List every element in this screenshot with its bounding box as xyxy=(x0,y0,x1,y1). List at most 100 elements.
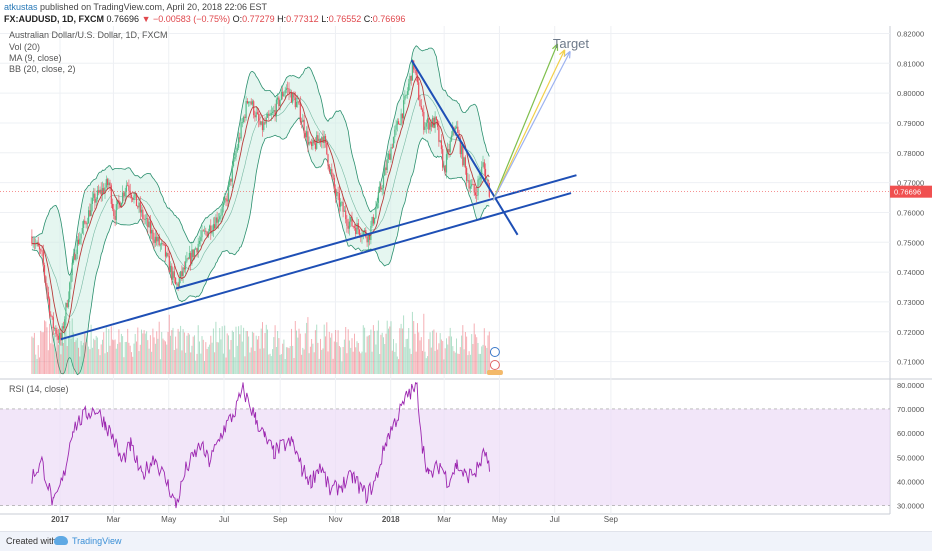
volume-bar xyxy=(220,339,222,374)
volume-bar xyxy=(221,326,223,374)
x-tick-label: Mar xyxy=(107,515,121,524)
rsi-tick-label: 30.0000 xyxy=(897,502,924,511)
candle-body xyxy=(79,238,81,244)
candle-body xyxy=(387,153,390,160)
volume-bar xyxy=(446,338,447,374)
bollinger-band-fill xyxy=(31,45,490,375)
volume-bar xyxy=(366,336,368,374)
price-tick-label: 0.74000 xyxy=(897,268,924,277)
volume-bar xyxy=(134,334,136,374)
candle-body xyxy=(474,192,476,196)
volume-bar xyxy=(173,350,175,374)
volume-bar xyxy=(251,331,253,374)
legend-instrument[interactable]: Australian Dollar/U.S. Dollar, 1D, FXCM xyxy=(9,30,168,40)
volume-bar xyxy=(62,343,64,374)
candle-body xyxy=(396,121,398,125)
volume-bar xyxy=(471,334,473,374)
volume-bar xyxy=(337,330,339,374)
candle-body xyxy=(253,101,255,116)
volume-bar xyxy=(104,353,106,374)
candle-body xyxy=(381,188,383,190)
candle-body xyxy=(167,253,169,257)
volume-bar xyxy=(376,330,378,374)
legend-bb[interactable]: BB (20, close, 2) xyxy=(9,64,76,74)
volume-bar xyxy=(99,355,101,374)
volume-bar xyxy=(138,351,140,374)
candle-body xyxy=(457,126,459,133)
volume-bar xyxy=(464,332,466,374)
volume-bar xyxy=(238,326,240,374)
candle-body xyxy=(64,319,66,329)
volume-bar xyxy=(225,357,227,374)
close-label: C: xyxy=(363,14,373,24)
candle-body xyxy=(416,75,419,83)
candle-body xyxy=(278,97,280,106)
volume-bar xyxy=(96,337,98,374)
candle-body xyxy=(172,271,174,280)
candle-body xyxy=(206,231,208,237)
candle-body xyxy=(478,178,480,180)
candle-body xyxy=(350,217,352,222)
candle-body xyxy=(177,283,179,287)
candle-body xyxy=(49,298,51,315)
volume-bar xyxy=(241,341,243,374)
volume-bar xyxy=(136,341,137,374)
x-tick-label: 2018 xyxy=(382,515,400,524)
volume-bar xyxy=(79,356,81,374)
volume-bar xyxy=(259,348,261,374)
volume-bar xyxy=(411,311,413,374)
volume-bar xyxy=(142,333,144,374)
volume-bar xyxy=(201,336,203,374)
volume-bar xyxy=(115,348,117,374)
legend-ma[interactable]: MA (9, close) xyxy=(9,53,62,63)
candle-body xyxy=(158,236,160,246)
close-value: 0.76696 xyxy=(372,14,406,24)
volume-bar xyxy=(250,347,252,374)
volume-bar xyxy=(399,328,401,374)
volume-bar xyxy=(109,345,111,374)
volume-bar xyxy=(103,332,105,374)
candle-body xyxy=(268,114,270,116)
candle-body xyxy=(198,240,201,244)
volume-bar xyxy=(49,323,51,374)
candle-body xyxy=(230,178,232,182)
candle-body xyxy=(259,120,261,125)
volume-bar xyxy=(122,336,124,374)
candle-body xyxy=(100,189,102,195)
x-tick-label: Jul xyxy=(550,515,560,524)
volume-bar xyxy=(336,342,338,374)
candle-body xyxy=(117,200,119,205)
legend-rsi[interactable]: RSI (14, close) xyxy=(9,384,69,394)
candle-body xyxy=(409,75,411,84)
volume-bar xyxy=(282,343,284,374)
candle-body xyxy=(83,220,85,228)
candle-body xyxy=(273,110,275,112)
candle-body xyxy=(240,122,242,139)
candle-body xyxy=(367,233,369,243)
volume-bar xyxy=(341,361,343,374)
candle-body xyxy=(421,109,424,112)
author-link[interactable]: atkustas xyxy=(4,2,38,12)
volume-bar xyxy=(321,349,323,374)
candle-body xyxy=(93,193,95,198)
target-label: Target xyxy=(553,36,590,51)
candle-body xyxy=(254,115,256,118)
volume-bar xyxy=(287,347,289,374)
volume-bar xyxy=(86,331,88,374)
volume-bar xyxy=(481,346,483,374)
volume-bar xyxy=(185,352,187,374)
legend-vol[interactable]: Vol (20) xyxy=(9,42,41,52)
candle-body xyxy=(319,138,322,143)
volume-bar xyxy=(461,335,463,374)
volume-bar xyxy=(219,328,221,374)
candle-body xyxy=(124,191,126,197)
candle-body xyxy=(335,188,337,197)
volume-bar xyxy=(277,331,279,374)
volume-bar xyxy=(265,324,267,374)
candle-body xyxy=(106,179,109,186)
volume-bar xyxy=(335,330,337,374)
x-tick-label: 2017 xyxy=(51,515,69,524)
candle-body xyxy=(56,334,58,336)
footer-brand[interactable]: TradingView xyxy=(72,536,122,546)
